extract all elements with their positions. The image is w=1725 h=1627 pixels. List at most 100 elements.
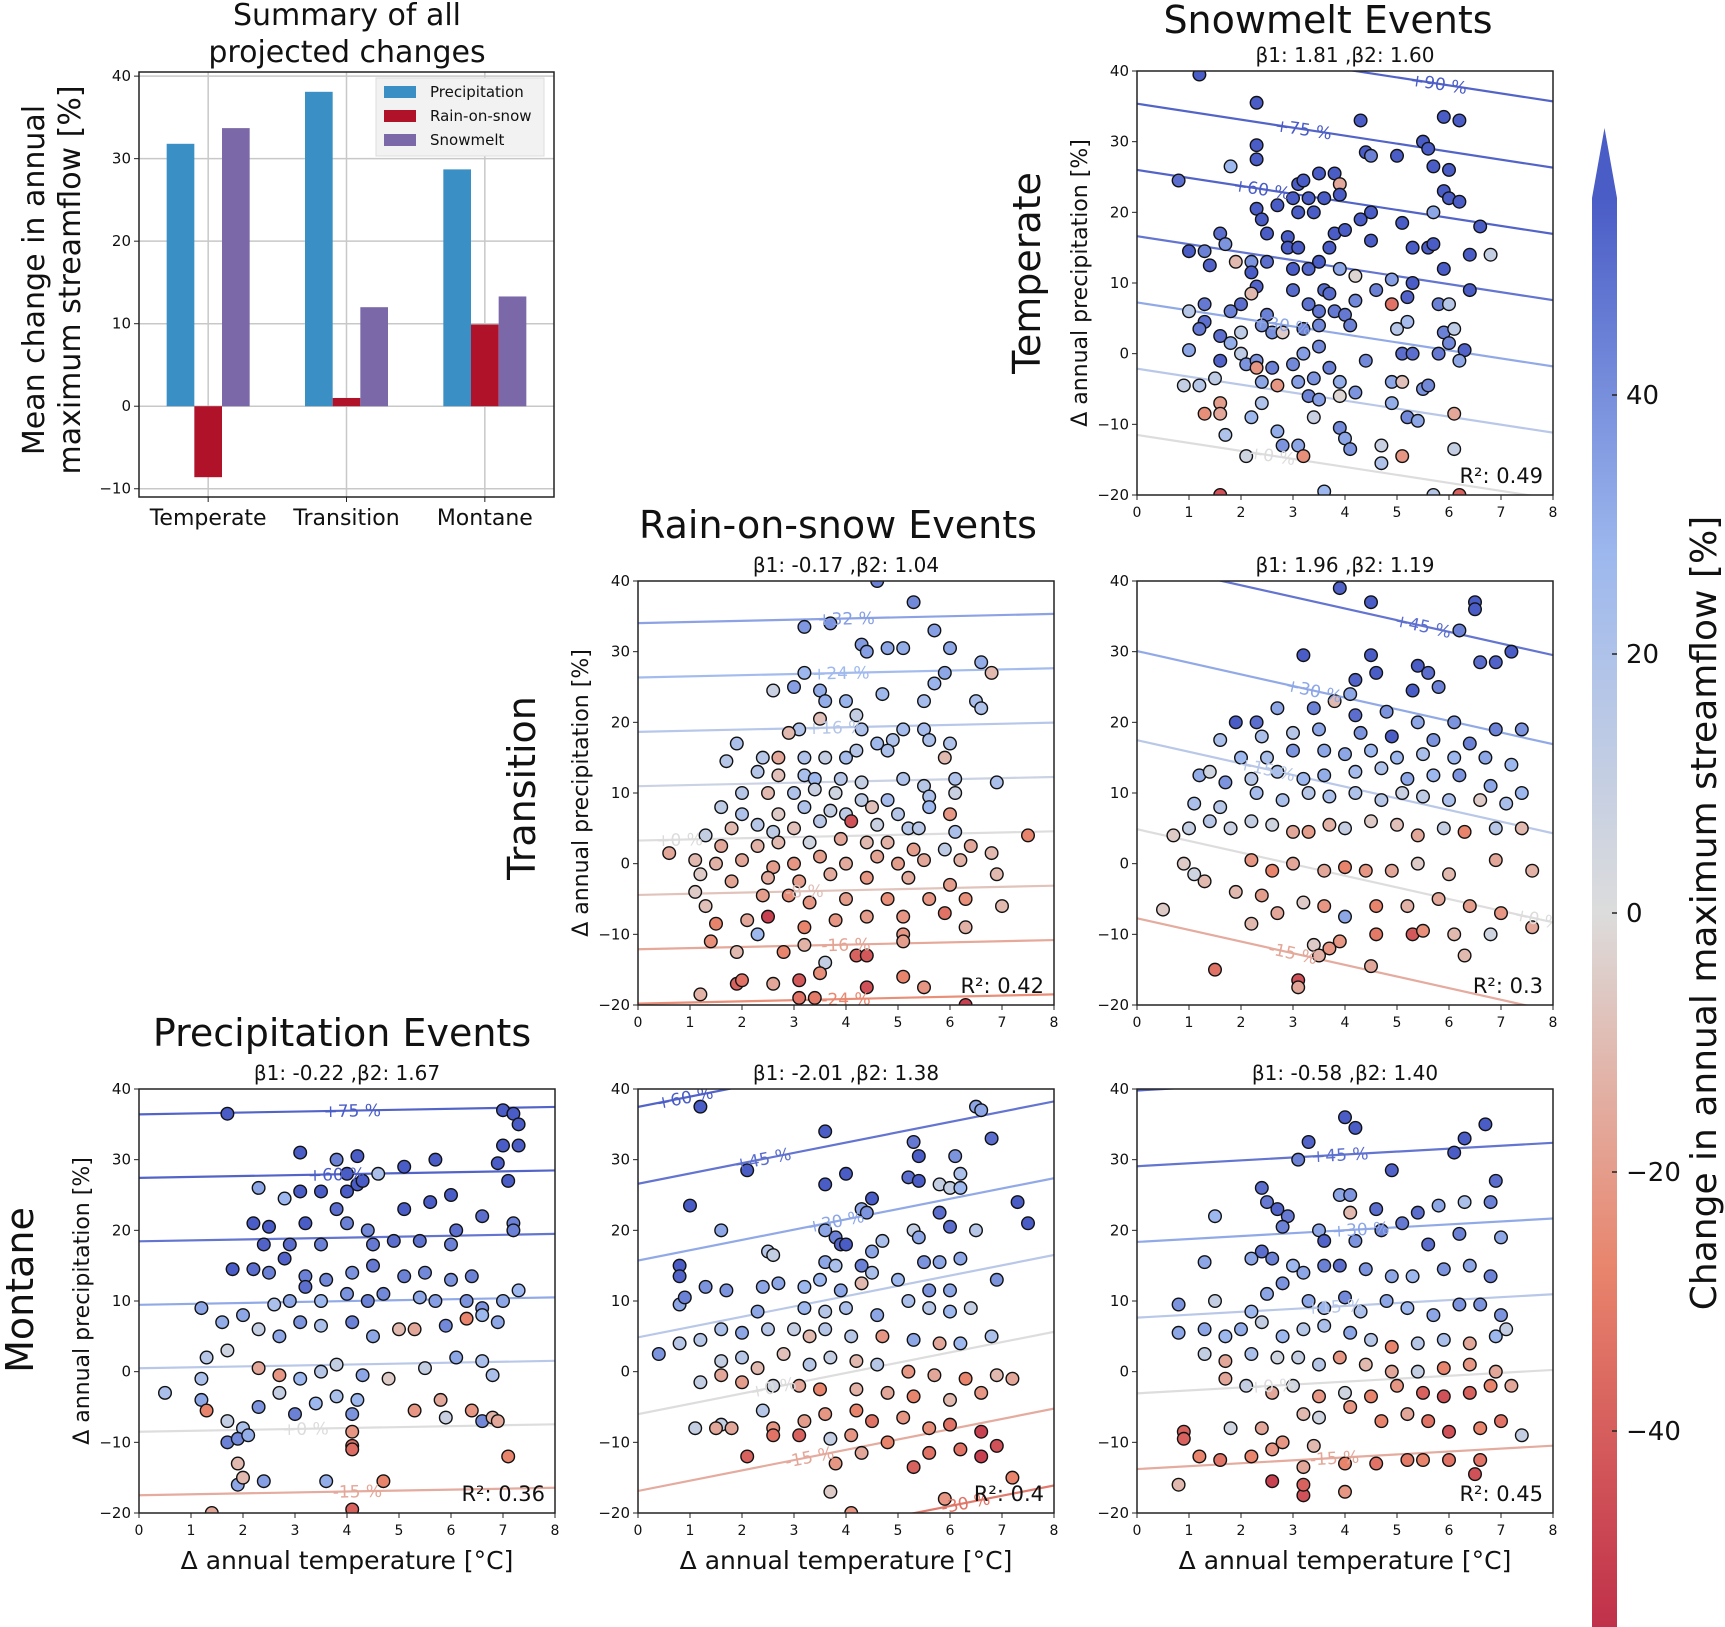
scatter-point [896, 722, 911, 737]
scatter-point [1275, 793, 1290, 808]
scatter-point [818, 1124, 833, 1139]
scatter-point [937, 1491, 952, 1506]
scatter-point [937, 665, 952, 680]
ytick-label: 0 [1119, 345, 1129, 363]
scatter-point [1296, 1477, 1311, 1492]
scatter-point [1462, 283, 1477, 298]
xtick-label: 3 [291, 1523, 300, 1539]
scatter-point [1400, 1453, 1415, 1468]
panel-subtitle-betas: β1: 1.81 ,β2: 1.60 [1256, 43, 1435, 67]
legend-label-snowmelt: Snowmelt [430, 131, 504, 149]
scatter-points [1156, 581, 1540, 995]
scatter-point [1426, 205, 1441, 220]
scatter-point [786, 856, 801, 871]
scatter-point [734, 785, 749, 800]
scatter-point [1337, 821, 1352, 836]
scatter-point [1384, 1364, 1399, 1379]
scatter-point [423, 1195, 438, 1210]
scatter-point [989, 1272, 1004, 1287]
scatter-point [693, 1099, 708, 1114]
xtick-label: 0 [1133, 1015, 1142, 1031]
scatter-point [1296, 771, 1311, 786]
scatter-point [256, 1237, 271, 1252]
scatter-point [444, 1187, 459, 1202]
contour-label: +45 % [1311, 1144, 1369, 1167]
contour-label: +0 % [656, 830, 703, 851]
contour-line [1216, 581, 1553, 657]
scatter-point [937, 750, 952, 765]
scatter-point [927, 676, 942, 691]
scatter-point [1285, 191, 1300, 206]
scatter-point [1494, 1230, 1509, 1245]
scatter-point [724, 821, 739, 836]
scatter-point [880, 743, 895, 758]
scatter-point [1249, 95, 1264, 110]
xtick-label: 3 [1289, 1015, 1298, 1031]
scatter-point [1447, 750, 1462, 765]
scatter-point [1452, 1297, 1467, 1312]
scatter-point [1436, 261, 1451, 276]
xtick-label: 8 [551, 1523, 560, 1539]
scatter-point [1353, 1304, 1368, 1319]
scatter-point [1374, 1223, 1389, 1238]
scatter-point [1462, 1258, 1477, 1273]
panel-subtitle-betas: β1: -0.22 ,β2: 1.67 [254, 1061, 440, 1085]
row-label-montane: Montane [0, 1207, 42, 1373]
scatter-point [1442, 297, 1457, 312]
scatter-point [220, 1343, 235, 1358]
scatter-point [1488, 1364, 1503, 1379]
plot-area: +60 %+45 %+30 %+0 %-15 %-30 % [638, 1089, 1054, 1513]
ytick-label: 0 [121, 1363, 131, 1381]
scatter-point [958, 998, 973, 1005]
ytick-label: 40 [611, 572, 630, 590]
scatter-point [922, 732, 937, 747]
scatter-point [859, 870, 874, 885]
scatter-point [1447, 321, 1462, 336]
scatter-points [651, 1099, 1036, 1513]
scatter-point [1332, 389, 1347, 404]
contour-line [638, 612, 1054, 625]
scatter-point [932, 1255, 947, 1270]
scatter-point [896, 771, 911, 786]
scatter-point [698, 899, 713, 914]
scatter-point [1306, 205, 1321, 220]
bar-rain-on-snow-temperate [194, 406, 222, 478]
scatter-point [1270, 424, 1285, 439]
xtick-label: 4 [1341, 1523, 1350, 1539]
scatter-point [1285, 1378, 1300, 1393]
scatter-point [319, 1474, 334, 1489]
scatter-point [1488, 1329, 1503, 1344]
scatter-point [812, 1272, 827, 1287]
scatter-point [1207, 962, 1222, 977]
scatter-point [1296, 1265, 1311, 1280]
scatter-point [1218, 427, 1233, 442]
scatter-point [1182, 343, 1197, 358]
scatter-point [906, 1389, 921, 1404]
scatter-point [1327, 694, 1342, 709]
scatter-point [1416, 747, 1431, 762]
scatter-point [1337, 1484, 1352, 1499]
scatter-point [901, 1364, 916, 1379]
scatter-point [501, 1173, 516, 1188]
scatter-point [890, 807, 905, 822]
scatter-point [1447, 406, 1462, 421]
scatter-point [313, 1293, 328, 1308]
scatter-point [220, 1414, 235, 1429]
scatter-point [864, 1265, 879, 1280]
scatter-point [1270, 701, 1285, 716]
contour-line [1137, 102, 1553, 169]
scatter-point [729, 736, 744, 751]
scatter-point [1265, 1385, 1280, 1400]
scatter-point [1452, 194, 1467, 209]
scatter-point [943, 877, 958, 892]
xtick-label: 4 [842, 1015, 851, 1031]
scatter-point [1296, 648, 1311, 663]
scatter-point [1249, 138, 1264, 153]
scatter-point [225, 1262, 240, 1277]
scatter-point [1254, 1180, 1269, 1195]
scatter-point [906, 1460, 921, 1475]
scatter-point [911, 821, 926, 836]
scatter-point [714, 1223, 729, 1238]
ytick-label: 0 [1119, 1363, 1129, 1381]
bar-precipitation-montane [443, 169, 471, 407]
